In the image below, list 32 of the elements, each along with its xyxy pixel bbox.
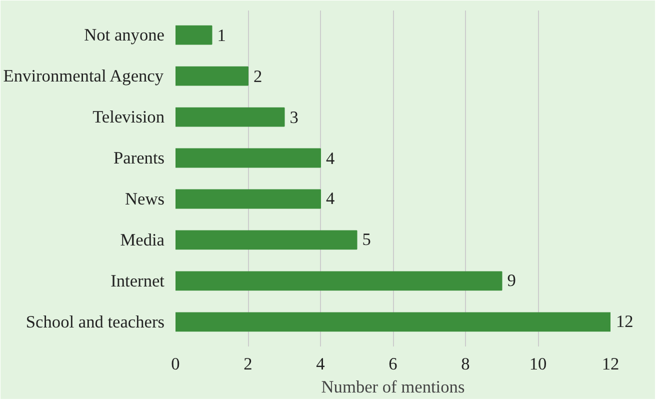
x-tick-label: 10: [529, 354, 547, 374]
data-label: 4: [326, 148, 335, 168]
y-tick-label: Media: [120, 230, 165, 250]
data-label: 5: [362, 230, 371, 250]
x-tick-label: 12: [602, 354, 620, 374]
y-tick-label: Not anyone: [84, 26, 165, 45]
y-tick-label: News: [125, 189, 165, 208]
y-tick-label: School and teachers: [26, 312, 165, 332]
data-label: 9: [507, 271, 516, 292]
bar: [176, 25, 212, 45]
data-label: 12: [616, 312, 634, 332]
data-label: 2: [254, 66, 262, 87]
bar: [176, 271, 502, 291]
x-tick-label: 0: [171, 354, 180, 374]
y-tick-label: Environmental Agency: [3, 66, 164, 86]
bar: [176, 107, 285, 127]
x-tick-label: 6: [388, 354, 398, 374]
x-axis-title: Number of mentions: [321, 378, 465, 396]
data-label: 4: [326, 189, 335, 210]
bar: [176, 230, 358, 250]
x-tick-label: 4: [316, 354, 326, 374]
y-tick-label: Television: [92, 108, 165, 127]
x-tick-label: 8: [461, 354, 470, 374]
bar: [176, 148, 321, 168]
data-label: 3: [290, 108, 298, 128]
x-tick-label: 2: [244, 354, 252, 374]
data-label: 1: [217, 26, 226, 46]
y-tick-label: Internet: [110, 271, 165, 290]
bar: [176, 312, 610, 332]
bar: [176, 189, 321, 209]
y-tick-label: Parents: [113, 148, 165, 168]
bar: [176, 66, 248, 86]
